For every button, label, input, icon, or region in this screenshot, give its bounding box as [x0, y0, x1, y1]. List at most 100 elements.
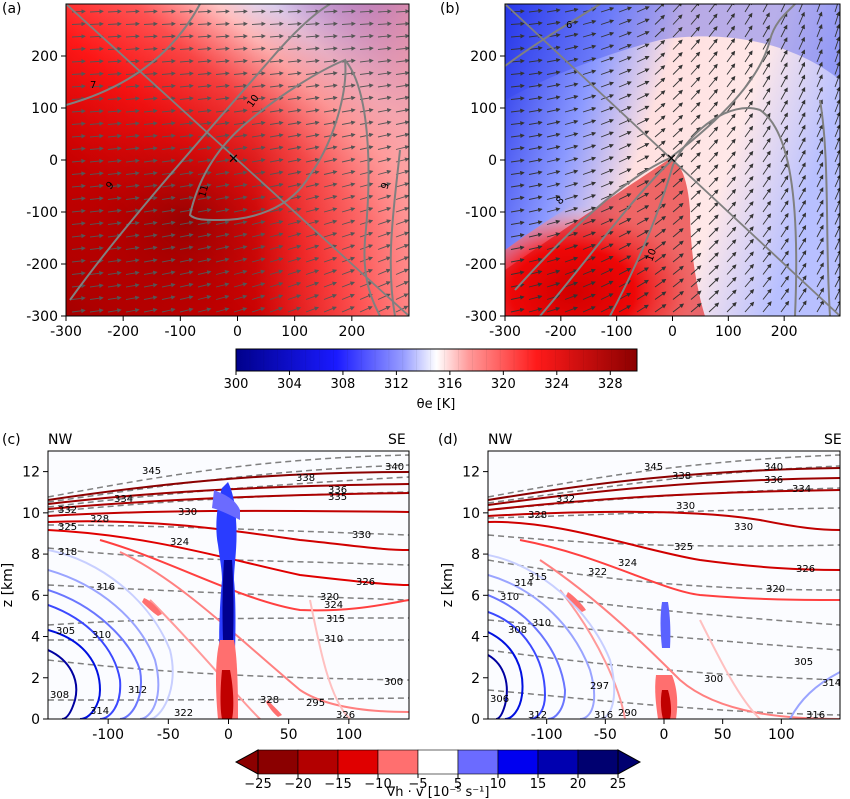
contour-label: 314 [822, 678, 841, 689]
contour-label: 324 [618, 558, 637, 569]
wind-arrow [377, 21, 392, 27]
wind-arrow [161, 146, 176, 151]
wind-arrow [251, 96, 266, 101]
panel-b-axes: -300 -200 -100 0 100 200 -300 -200 -100 0 100 200 [465, 49, 797, 340]
wind-arrow [215, 71, 230, 76]
wind-arrow [251, 244, 266, 250]
wind-arrow [71, 258, 86, 264]
panel-a-cross-section-line [66, 4, 409, 316]
wind-arrow [726, 4, 735, 13]
wind-arrow [107, 146, 122, 151]
wind-arrow [600, 44, 615, 50]
wind-arrow [654, 253, 667, 263]
wind-arrow [654, 203, 666, 213]
wind-arrow [251, 257, 266, 263]
wind-arrow [672, 253, 684, 263]
wind-arrow [251, 145, 266, 151]
wind-arrow [582, 69, 597, 75]
wind-arrow [377, 46, 392, 51]
wind-arrow [233, 183, 248, 188]
wind-arrow [780, 62, 788, 75]
contour-label: 335 [328, 492, 347, 503]
wind-arrow [690, 39, 701, 50]
wind-arrow [780, 124, 788, 138]
wind-arrow [323, 269, 338, 275]
colorbar-tick-label: −10 [364, 777, 391, 792]
wind-arrow [708, 26, 718, 38]
wind-arrow [834, 111, 840, 125]
wind-arrow [618, 31, 632, 38]
wind-arrow [341, 293, 355, 300]
wind-arrow [71, 296, 86, 301]
wind-arrow [179, 83, 194, 89]
wind-arrow [395, 83, 409, 88]
wind-arrow [107, 71, 122, 77]
wind-arrow [215, 207, 230, 213]
wind-arrow [834, 23, 840, 38]
wind-arrow [197, 58, 212, 64]
wind-arrow [600, 19, 615, 25]
contour-label: 320 [320, 592, 339, 603]
wind-arrow [798, 149, 806, 163]
wind-arrow [708, 289, 720, 300]
wind-arrow [564, 45, 579, 50]
wind-arrow [305, 21, 320, 27]
contour-label: 300 [704, 674, 723, 685]
wind-arrow [672, 26, 683, 38]
wind-arrow [798, 99, 806, 113]
wind-arrow [582, 131, 597, 138]
wind-arrow [564, 7, 579, 13]
wind-arrow [107, 171, 122, 176]
wind-arrow [107, 258, 122, 263]
contour-label: 324 [170, 537, 189, 548]
wind-arrow [528, 270, 543, 275]
wind-arrow [780, 162, 789, 175]
wind-arrow [600, 218, 614, 225]
contour-label: 310 [92, 630, 111, 641]
wind-arrow [89, 121, 104, 126]
wind-arrow [600, 6, 615, 13]
contour-label: 306 [490, 694, 509, 705]
wind-arrow [636, 93, 650, 100]
wind-arrow [143, 233, 158, 238]
wind-arrow [341, 244, 356, 250]
colorbar-tick-label: −25 [244, 777, 271, 792]
wind-arrow [89, 96, 104, 102]
wind-arrow [564, 107, 579, 113]
wind-arrow [708, 302, 720, 313]
wind-arrow [305, 120, 320, 126]
wind-arrow [323, 170, 338, 175]
wind-arrow [618, 268, 632, 275]
wind-arrow [510, 208, 525, 213]
wind-arrow [672, 127, 684, 138]
wind-arrow [143, 283, 158, 288]
wind-arrow [215, 58, 230, 64]
wind-arrow [816, 224, 824, 238]
wind-arrow [618, 93, 632, 100]
wind-arrow [143, 158, 158, 164]
y-tick-label: 8 [471, 547, 480, 563]
wind-arrow [233, 120, 248, 126]
wind-arrow [510, 183, 525, 188]
wind-arrow [395, 9, 409, 14]
wind-arrow [107, 59, 122, 64]
wind-arrow [377, 120, 392, 125]
wind-arrow [780, 237, 789, 250]
wind-arrow [618, 230, 632, 238]
wind-arrow [798, 212, 807, 225]
wind-arrow [654, 228, 667, 238]
wind-arrow [564, 70, 579, 75]
wind-arrow [672, 290, 684, 300]
wind-arrow [726, 88, 736, 100]
contour-label: 316 [594, 710, 613, 721]
wind-arrow [143, 133, 158, 139]
wind-arrow [510, 108, 525, 114]
wind-arrow [690, 164, 701, 175]
wind-arrow [251, 133, 266, 138]
wind-arrow [762, 238, 772, 250]
wind-arrow [377, 231, 392, 238]
wind-arrow [654, 65, 666, 75]
wind-arrow [672, 102, 683, 113]
wind-arrow [672, 140, 684, 150]
wind-arrow [618, 280, 632, 288]
